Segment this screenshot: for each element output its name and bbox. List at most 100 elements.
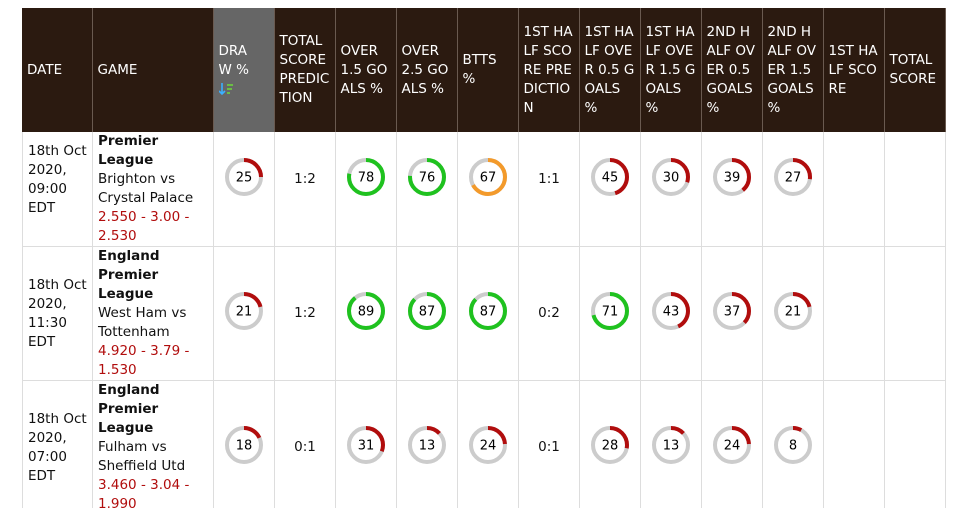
table-header: DATE GAME DRAW % TOTAL SCORE PREDICTION OVER… (22, 8, 946, 132)
sort-icon (217, 82, 233, 95)
empty-cell (823, 132, 885, 247)
percent-donut: 78 (347, 157, 385, 196)
header-text: 2ND HALF OVER 1.5 GOALS % (767, 23, 816, 116)
donut-label: 87 (419, 304, 436, 319)
date-cell: 18th Oct 2020, 09:00 EDT (22, 132, 93, 247)
stat-cell: 24 (457, 380, 519, 508)
column-header: DATE (22, 8, 93, 132)
stat-cell: 1:2 (274, 132, 336, 247)
donut-arc (591, 425, 629, 464)
header-text: 1ST HALF OVER 1.5 GOALS % (645, 23, 696, 116)
donut-arc (652, 425, 690, 464)
game-cell: England Premier League Fulham vs Sheffiel… (92, 380, 214, 508)
header-text: TOTAL SCORE PREDICTION (279, 33, 330, 106)
percent-donut: 24 (713, 425, 751, 464)
donut-arc (408, 157, 446, 196)
donut-label: 45 (602, 170, 619, 185)
stat-cell: 67 (457, 132, 519, 247)
donut-label: 39 (724, 170, 741, 185)
match: West Ham vs Tottenham (98, 305, 187, 340)
header-text: OVER 1.5 GOALS % (340, 42, 388, 97)
stat-cell: 87 (457, 246, 519, 381)
donut-label: 43 (663, 304, 680, 319)
date: 18th Oct 2020, 07:00 EDT (28, 410, 87, 484)
odds: 3.460 - 3.04 - 1.990 (98, 477, 190, 508)
score-prediction: 0:1 (294, 439, 316, 455)
header-text: 1ST HALF SCORE (828, 42, 878, 97)
donut-arc (713, 425, 751, 464)
donut-label: 13 (419, 438, 436, 453)
donut-label: 76 (419, 170, 436, 185)
percent-donut: 31 (347, 425, 385, 464)
donut-arc (713, 157, 751, 196)
donut-arc (347, 291, 385, 330)
header-text: 2ND HALF OVER 0.5 GOALS % (706, 23, 755, 116)
match-row: 18th Oct 2020, 07:00 EDT England Premier … (22, 380, 946, 508)
column-header[interactable]: DRAW % (213, 8, 275, 132)
donut-arc (225, 291, 263, 330)
donut-label: 21 (785, 304, 802, 319)
column-header: 1ST HALF OVER 0.5 GOALS % (579, 8, 641, 132)
stat-cell: 39 (701, 132, 763, 247)
date: 18th Oct 2020, 09:00 EDT (28, 142, 87, 216)
donut-arc (591, 157, 629, 196)
donut-arc (225, 157, 263, 196)
stat-cell: 71 (579, 246, 641, 381)
league: England Premier League (98, 248, 160, 302)
match: Fulham vs Sheffield Utd (98, 439, 186, 474)
header-text: 1ST HALF OVER 0.5 GOALS % (584, 23, 635, 116)
donut-arc (225, 425, 263, 464)
percent-donut: 87 (408, 291, 446, 330)
empty-cell (823, 380, 885, 508)
percent-donut: 87 (469, 291, 507, 330)
stat-cell: 21 (213, 246, 275, 381)
column-header: OVER 1.5 GOALS % (335, 8, 397, 132)
percent-donut: 27 (774, 157, 812, 196)
donut-label: 8 (789, 438, 797, 453)
donut-label: 18 (236, 438, 253, 453)
donut-label: 24 (724, 438, 741, 453)
date: 18th Oct 2020, 11:30 EDT (28, 276, 87, 350)
column-header: 2ND HALF OVER 0.5 GOALS % (701, 8, 763, 132)
score-prediction: 1:1 (538, 171, 560, 187)
percent-donut: 30 (652, 157, 690, 196)
stat-cell: 8 (762, 380, 824, 508)
donut-label: 89 (358, 304, 375, 319)
stat-cell: 87 (396, 246, 458, 381)
donut-arc (774, 157, 812, 196)
stat-cell: 78 (335, 132, 397, 247)
percent-donut: 37 (713, 291, 751, 330)
stat-cell: 13 (396, 380, 458, 508)
donut-label: 37 (724, 304, 741, 319)
stat-cell: 30 (640, 132, 702, 247)
percent-donut: 89 (347, 291, 385, 330)
column-header: 1ST HALF SCORE PREDICTION (518, 8, 580, 132)
percent-donut: 13 (652, 425, 690, 464)
donut-arc (469, 291, 507, 330)
percent-donut: 76 (408, 157, 446, 196)
score-prediction: 1:2 (294, 305, 316, 321)
donut-arc (774, 291, 812, 330)
percent-donut: 39 (713, 157, 751, 196)
column-header: 1ST HALF SCORE (823, 8, 885, 132)
donut-label: 13 (663, 438, 680, 453)
donut-label: 25 (236, 170, 253, 185)
donut-arc (469, 157, 507, 196)
stat-cell: 37 (701, 246, 763, 381)
column-header: 1ST HALF OVER 1.5 GOALS % (640, 8, 702, 132)
donut-arc (774, 425, 812, 464)
stat-cell: 76 (396, 132, 458, 247)
empty-cell (884, 246, 946, 381)
column-header: OVER 2.5 GOALS % (396, 8, 458, 132)
stat-cell: 0:2 (518, 246, 580, 381)
date-cell: 18th Oct 2020, 07:00 EDT (22, 380, 93, 508)
header-text: TOTAL SCORE (889, 52, 937, 87)
empty-cell (884, 132, 946, 247)
stat-cell: 89 (335, 246, 397, 381)
donut-arc (347, 425, 385, 464)
stat-cell: 1:2 (274, 246, 336, 381)
percent-donut: 67 (469, 157, 507, 196)
